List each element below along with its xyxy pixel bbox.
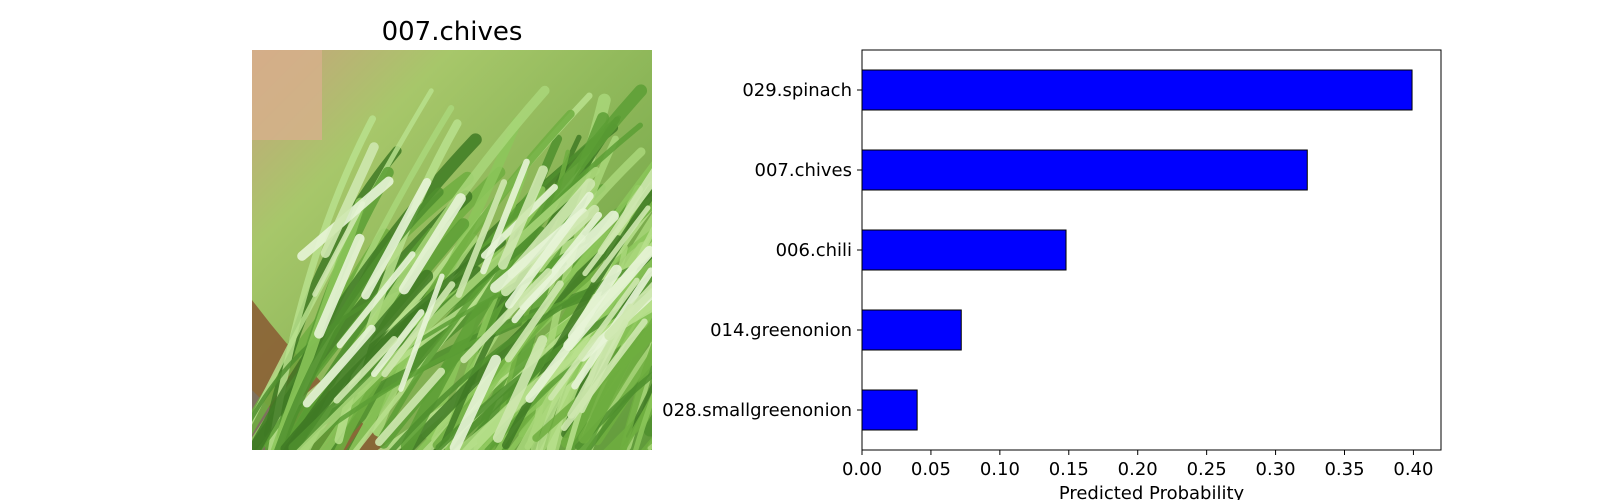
y-tick-label: 028.smallgreenonion [662,400,852,421]
y-tick-label: 014.greenonion [710,320,852,341]
y-tick-label: 007.chives [755,160,853,181]
y-tick-label: 029.spinach [742,80,852,101]
x-tick-label: 0.25 [1187,459,1227,480]
x-tick-label: 0.30 [1256,459,1296,480]
x-tick-label: 0.40 [1393,459,1433,480]
y-tick-label: 006.chili [776,240,852,261]
x-axis-label: Predicted Probability [1059,483,1245,500]
bar-007.chives [862,150,1307,190]
bar-006.chili [862,230,1066,270]
x-tick-label: 0.35 [1324,459,1364,480]
bar-028.smallgreenonion [862,390,917,430]
x-tick-label: 0.10 [980,459,1020,480]
bar-014.greenonion [862,310,961,350]
x-tick-label: 0.00 [842,459,882,480]
x-tick-label: 0.05 [911,459,951,480]
x-tick-label: 0.15 [1049,459,1089,480]
x-tick-label: 0.20 [1118,459,1158,480]
bar-029.spinach [862,70,1412,110]
